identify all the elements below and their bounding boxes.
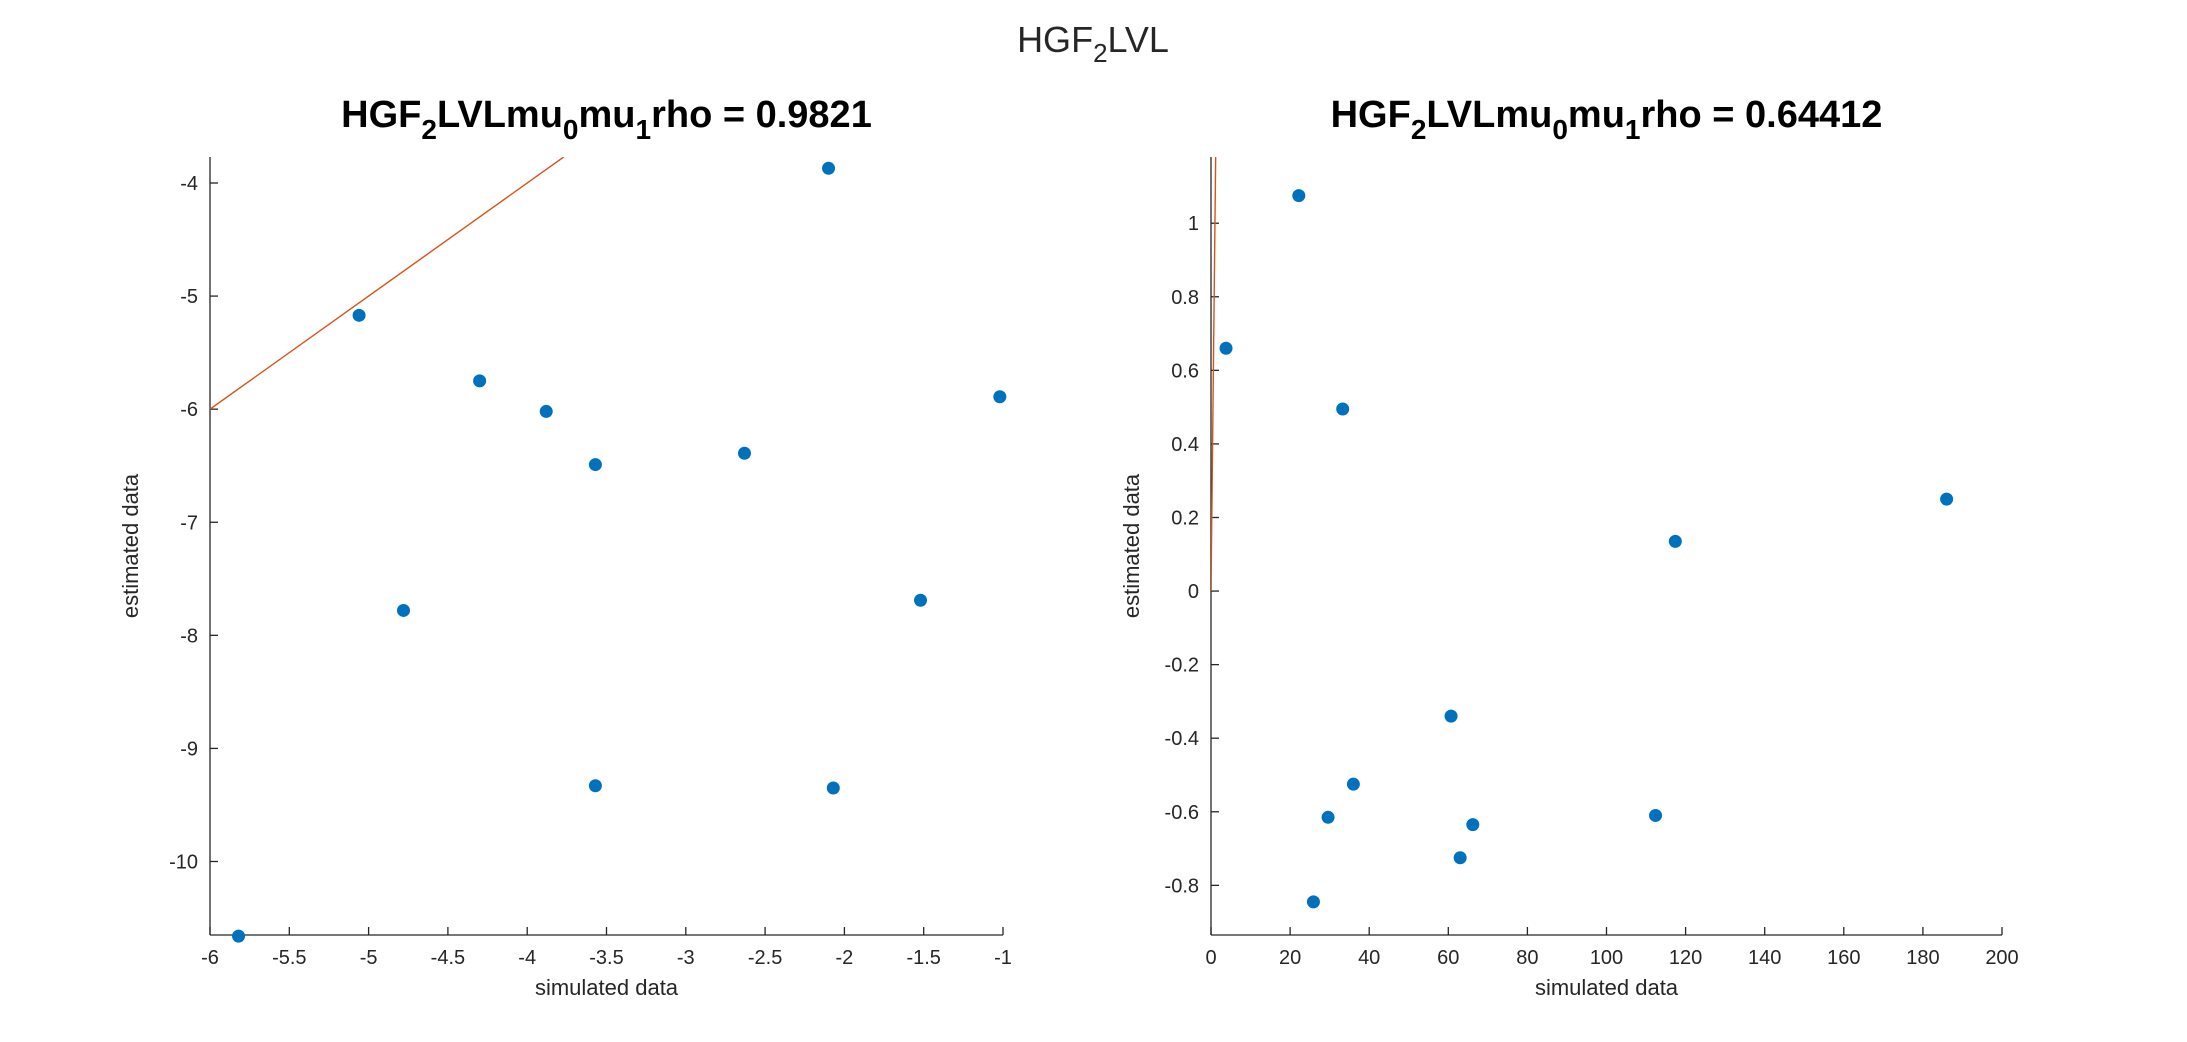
x-tick-label: 200 (1985, 947, 2018, 969)
title-part: 0 (563, 114, 579, 145)
y-tick-label: 0.2 (1171, 507, 1199, 529)
x-tick-label: 0 (1205, 947, 1216, 969)
x-tick-label: -6 (201, 947, 219, 969)
suptitle-pre: HGF (1017, 19, 1093, 60)
data-point (588, 779, 602, 793)
data-point (1453, 851, 1467, 865)
y-tick-label: -5 (180, 286, 198, 308)
data-point (1940, 492, 1954, 506)
y-tick-label: -0.2 (1165, 655, 1199, 677)
panel-title: HGF2LVLmu0mu1rho = 0.9821 (341, 94, 872, 145)
title-part: LVLmu (437, 94, 563, 136)
data-point (588, 458, 602, 472)
data-point (1668, 534, 1682, 548)
x-tick-label: -1 (994, 947, 1012, 969)
data-point (1321, 810, 1335, 824)
y-axis-label: estimated data (118, 473, 143, 618)
x-tick-label: 80 (1516, 947, 1538, 969)
title-part: HGF (341, 94, 421, 136)
x-tick-label: -3 (677, 947, 695, 969)
title-part: 2 (421, 114, 437, 145)
data-point (914, 593, 928, 607)
figure-suptitle: HGF2LVL (1017, 19, 1169, 68)
x-tick-label: -5.5 (272, 947, 306, 969)
x-axis-label: simulated data (535, 975, 679, 1000)
title-part: 2 (1411, 114, 1427, 145)
data-point (352, 308, 366, 322)
data-point (993, 390, 1007, 404)
x-tick-label: 100 (1590, 947, 1623, 969)
data-point (232, 929, 246, 943)
y-tick-label: -9 (180, 738, 198, 760)
y-tick-label: -10 (169, 851, 198, 873)
data-point (1466, 818, 1480, 832)
y-tick-label: 0.4 (1171, 434, 1199, 456)
x-tick-label: -5 (360, 947, 378, 969)
title-part: rho = 0.9821 (651, 94, 872, 136)
x-tick-label: -1.5 (906, 947, 940, 969)
title-part: mu (579, 94, 636, 136)
x-axis-label: simulated data (1535, 975, 1679, 1000)
data-point (822, 161, 836, 175)
data-point (1444, 709, 1458, 723)
x-tick-label: 120 (1669, 947, 1702, 969)
title-part: 1 (1625, 114, 1641, 145)
data-point (473, 374, 487, 388)
data-point (737, 446, 751, 460)
x-tick-label: -2 (836, 947, 854, 969)
title-part: mu (1568, 94, 1625, 136)
y-tick-label: -7 (180, 512, 198, 534)
title-part: rho = 0.64412 (1641, 94, 1883, 136)
y-tick-label: 0.6 (1171, 360, 1199, 382)
y-tick-label: -0.4 (1165, 728, 1199, 750)
x-tick-label: 40 (1358, 947, 1380, 969)
title-part: LVLmu (1426, 94, 1552, 136)
x-tick-label: 160 (1827, 947, 1860, 969)
x-tick-label: -3.5 (589, 947, 623, 969)
y-tick-label: 1 (1188, 213, 1199, 235)
x-tick-label: 60 (1437, 947, 1459, 969)
data-point (1346, 777, 1360, 791)
data-point (539, 404, 553, 418)
y-tick-label: -0.6 (1165, 802, 1199, 824)
y-tick-label: -0.8 (1165, 875, 1199, 897)
panel-title: HGF2LVLmu0mu1rho = 0.64412 (1331, 94, 1883, 145)
y-tick-label: 0.8 (1171, 287, 1199, 309)
y-tick-label: -4 (180, 173, 198, 195)
y-tick-label: 0 (1188, 581, 1199, 603)
scatter-panel-left: HGF2LVLmu0mu1rho = 0.9821 -6 -5.5 -5 -4.5 -4 -… (118, 94, 1012, 1000)
data-point (396, 603, 410, 617)
x-tick-label: 20 (1279, 947, 1301, 969)
data-point (1292, 189, 1306, 203)
suptitle-sub: 2 (1093, 38, 1107, 68)
data-point (1649, 808, 1663, 822)
x-tick-label: 140 (1748, 947, 1781, 969)
data-point (1336, 402, 1350, 416)
data-point (1219, 341, 1233, 355)
x-tick-label: -4 (518, 947, 536, 969)
data-point (826, 781, 840, 795)
y-axis-label: estimated data (1119, 473, 1144, 618)
y-tick-label: -6 (180, 399, 198, 421)
identity-line (210, 157, 565, 410)
suptitle-post: LVL (1108, 19, 1169, 60)
title-part: 1 (636, 114, 652, 145)
identity-line (1211, 157, 1217, 592)
x-tick-label: -4.5 (431, 947, 465, 969)
x-tick-label: 180 (1906, 947, 1939, 969)
data-point (1306, 895, 1320, 909)
x-tick-label: -2.5 (748, 947, 782, 969)
title-part: 0 (1552, 114, 1568, 145)
y-tick-label: -8 (180, 625, 198, 647)
title-part: HGF (1331, 94, 1411, 136)
